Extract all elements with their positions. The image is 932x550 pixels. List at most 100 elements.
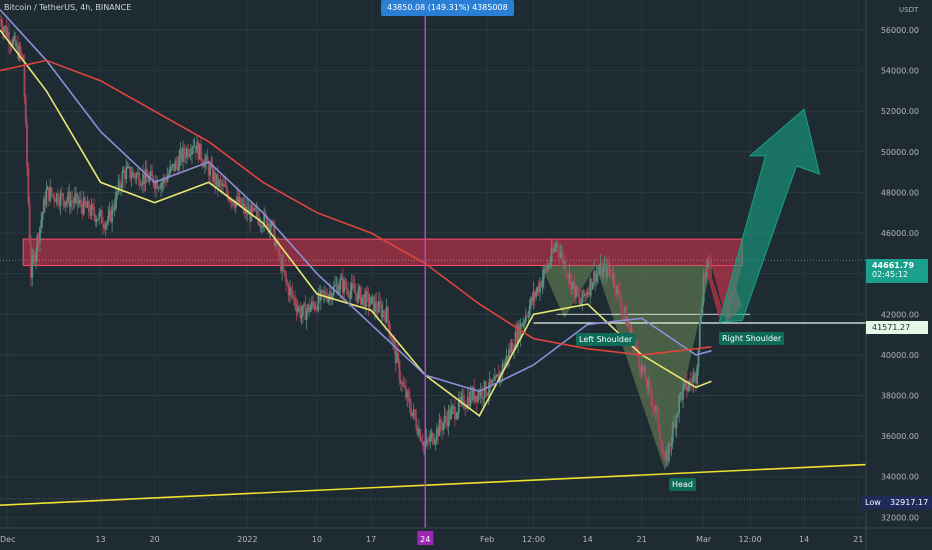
candle-body — [40, 220, 43, 228]
candle-body — [388, 320, 391, 334]
time-tick-label: 12:00 — [522, 535, 545, 544]
candle-body — [167, 173, 170, 177]
candle-body — [662, 451, 665, 458]
candle-body — [206, 156, 209, 164]
candle-body — [406, 391, 409, 398]
candle-body — [336, 284, 339, 295]
candle-body — [4, 25, 7, 29]
head-shape — [595, 265, 712, 471]
candle-body — [540, 282, 543, 288]
candle-body — [249, 209, 251, 222]
candle-body — [470, 391, 473, 400]
candle-body — [564, 261, 567, 275]
candle-body — [64, 202, 67, 206]
candle-body — [256, 210, 259, 218]
candle-body — [331, 294, 334, 300]
candle-body — [32, 255, 35, 259]
candle-body — [310, 301, 313, 308]
candle-body — [153, 184, 156, 189]
candle-body — [175, 161, 178, 164]
candle-body — [13, 35, 16, 40]
candle-body — [347, 289, 349, 296]
symbol-title: Bitcoin / TetherUS, 4h, BINANCE — [4, 3, 132, 12]
candle-body — [291, 290, 294, 297]
candle-body — [173, 164, 175, 171]
candle-body — [242, 203, 245, 206]
candle-body — [76, 193, 79, 204]
candle-body — [689, 380, 692, 382]
candle-body — [438, 419, 441, 437]
candle-body — [27, 167, 30, 204]
candle-body — [423, 442, 425, 446]
candle-body — [357, 289, 360, 302]
candle-body — [202, 164, 205, 168]
candle-body — [615, 288, 617, 295]
candle-body — [576, 286, 579, 295]
candle-body — [420, 439, 423, 442]
candle-body — [97, 219, 99, 221]
candle-body — [200, 143, 202, 161]
candle-body — [120, 187, 123, 189]
candle-body — [122, 170, 125, 172]
candle-body — [496, 374, 499, 377]
candle-body — [136, 172, 139, 175]
candle-body — [198, 143, 201, 160]
candle-body — [444, 415, 447, 420]
candle-body — [491, 380, 494, 384]
candle-body — [51, 194, 54, 196]
candle-body — [580, 302, 583, 305]
candle-body — [454, 406, 456, 420]
candle-body — [294, 297, 297, 306]
candle-body — [103, 226, 106, 229]
candle-body — [646, 381, 648, 389]
candle-body — [267, 223, 269, 229]
last-price-value: 44661.79 — [872, 261, 915, 270]
candle-body — [31, 258, 34, 278]
candle-body — [285, 274, 287, 283]
candle-body — [612, 274, 615, 280]
candle-body — [88, 200, 90, 213]
candle-body — [229, 199, 232, 203]
candle-body — [335, 284, 338, 286]
candle-body — [425, 438, 428, 445]
candle-body — [321, 290, 324, 291]
candle-body — [706, 260, 709, 269]
candle-body — [508, 349, 510, 361]
time-tick-label: 12:00 — [738, 535, 761, 544]
candle-body — [630, 330, 633, 334]
candle-body — [140, 184, 143, 186]
candle-body — [73, 196, 76, 203]
candle-body — [700, 315, 702, 323]
candle-body — [603, 264, 606, 268]
candle-body — [243, 203, 246, 213]
candle-body — [169, 166, 172, 174]
candle-body — [530, 297, 532, 306]
candle-body — [523, 321, 526, 323]
candle-body — [184, 155, 187, 158]
candle-body — [54, 199, 57, 203]
candle-body — [0, 19, 3, 27]
candle-body — [457, 397, 460, 414]
candle-body — [510, 343, 513, 353]
candle-body — [234, 201, 237, 208]
candle-body — [374, 301, 376, 313]
candle-body — [84, 197, 86, 205]
crosshair-tooltip: 43850.08 (149.31%) 4385008 — [381, 0, 514, 16]
candle-body — [381, 310, 384, 318]
candle-body — [535, 291, 537, 298]
candle-body — [292, 296, 295, 298]
left-shoulder-shape — [541, 265, 596, 319]
candle-body — [358, 287, 361, 290]
candle-body — [308, 304, 311, 313]
candle-body — [474, 395, 477, 401]
candle-body — [644, 367, 647, 382]
candle-body — [676, 413, 679, 416]
candle-body — [593, 271, 595, 284]
candle-body — [170, 166, 173, 168]
candle-body — [193, 145, 196, 147]
time-tick-label: 20 — [150, 535, 160, 544]
candle-body — [161, 182, 164, 184]
red-ma-line — [0, 59, 712, 356]
candle-body — [19, 46, 22, 55]
